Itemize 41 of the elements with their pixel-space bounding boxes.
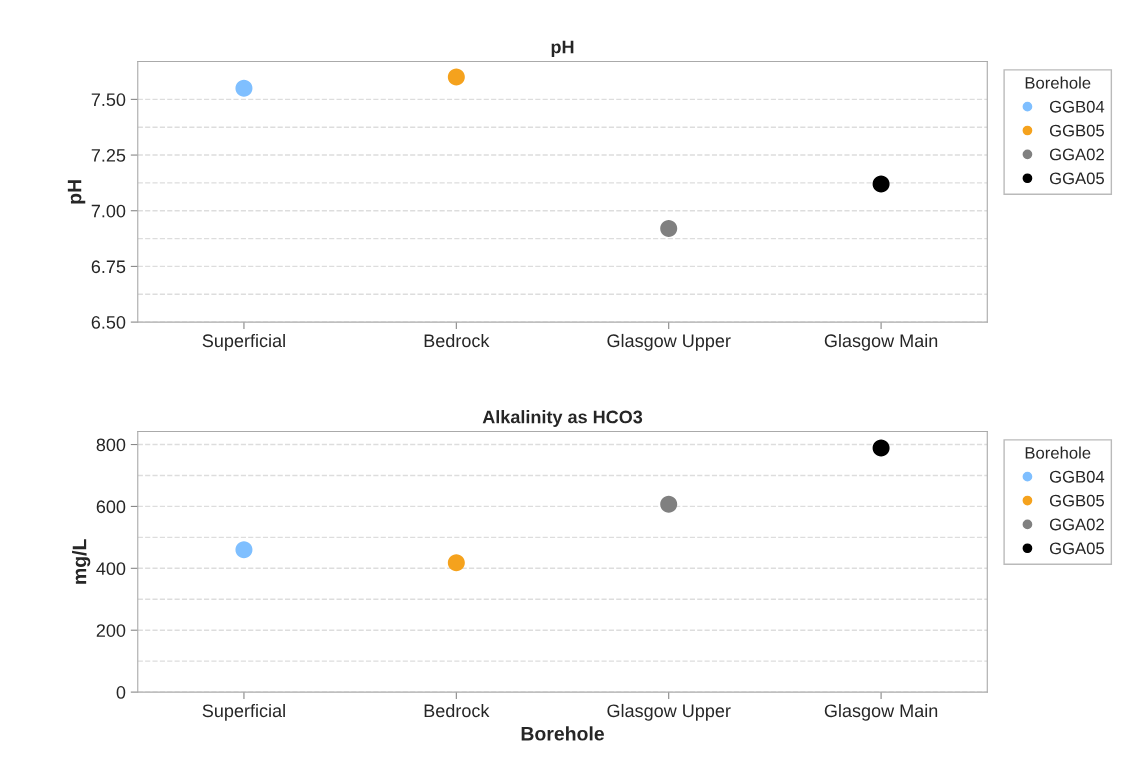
y-tick-label: 6.50	[91, 316, 126, 329]
legend-label: GGA02	[1049, 148, 1104, 161]
chart-title: Alkalinity as HCO3	[482, 410, 643, 427]
x-tick-label: Bedrock	[424, 703, 490, 718]
point	[447, 554, 465, 572]
x-tick-label: Glasgow Upper	[607, 333, 731, 351]
point	[660, 495, 678, 513]
y-tick-label: 200	[96, 624, 126, 637]
point	[660, 220, 678, 238]
legend-label: GGB04	[1049, 470, 1105, 483]
y-tick-label: 7.00	[91, 204, 126, 218]
x-tick-label: Glasgow Main	[824, 333, 938, 351]
point	[235, 79, 253, 97]
x-axis-title: Borehole	[521, 726, 604, 741]
y-tick-label: 6.75	[91, 260, 126, 274]
x-tick-label: Glasgow Main	[824, 703, 938, 721]
x-tick-label: Glasgow Upper	[607, 703, 731, 721]
legend-title: Borehole	[1025, 76, 1091, 89]
legend-label: GGB04	[1049, 100, 1105, 113]
y-axis-title: mg/L	[72, 539, 91, 584]
legend-title: Borehole	[1025, 446, 1091, 459]
point	[872, 439, 890, 457]
y-axis-title: pH	[67, 180, 86, 204]
legend-label: GGA05	[1049, 172, 1104, 185]
y-tick-label: 7.25	[91, 148, 126, 162]
chart-title: pH	[551, 40, 574, 57]
point	[872, 175, 890, 193]
legend-label: GGA05	[1049, 542, 1104, 555]
y-tick-label: 800	[96, 438, 126, 452]
point	[235, 541, 253, 559]
x-tick-label: Bedrock	[424, 333, 490, 348]
legend-label: GGB05	[1049, 494, 1104, 507]
legend-label: GGA02	[1049, 518, 1104, 531]
legend-label: GGB05	[1049, 124, 1104, 137]
x-tick-label: Superficial	[202, 333, 285, 351]
y-tick-label: 600	[96, 500, 126, 514]
x-tick-label: Superficial	[202, 703, 285, 721]
y-tick-label: 0	[116, 686, 126, 699]
point	[447, 68, 465, 86]
y-tick-label: 400	[96, 562, 126, 576]
y-tick-label: 7.50	[91, 93, 126, 107]
